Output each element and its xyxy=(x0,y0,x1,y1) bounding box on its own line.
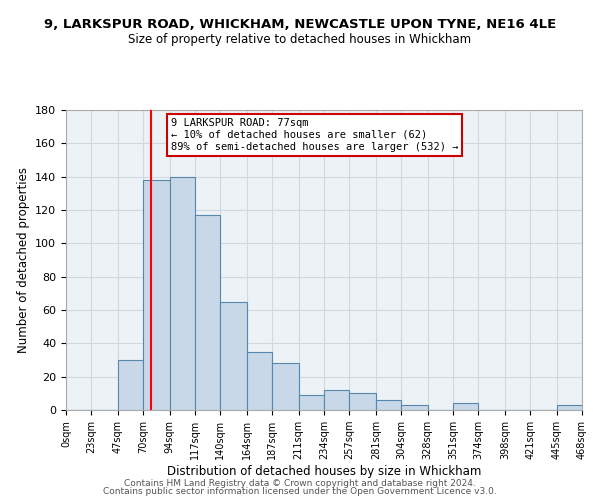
Bar xyxy=(401,405,428,410)
Text: 9, LARKSPUR ROAD, WHICKHAM, NEWCASTLE UPON TYNE, NE16 4LE: 9, LARKSPUR ROAD, WHICKHAM, NEWCASTLE UP… xyxy=(44,18,556,30)
Bar xyxy=(170,176,195,410)
Bar xyxy=(299,395,324,410)
Bar xyxy=(195,215,220,410)
Bar xyxy=(376,400,401,410)
Bar xyxy=(349,394,376,410)
Text: 9 LARKSPUR ROAD: 77sqm
← 10% of detached houses are smaller (62)
89% of semi-det: 9 LARKSPUR ROAD: 77sqm ← 10% of detached… xyxy=(171,118,458,152)
Bar xyxy=(272,364,299,410)
Bar xyxy=(557,405,582,410)
Text: Contains public sector information licensed under the Open Government Licence v3: Contains public sector information licen… xyxy=(103,487,497,496)
Bar xyxy=(453,404,478,410)
Bar xyxy=(324,390,349,410)
Bar xyxy=(220,302,247,410)
Bar xyxy=(118,360,143,410)
Text: Size of property relative to detached houses in Whickham: Size of property relative to detached ho… xyxy=(128,32,472,46)
Text: Contains HM Land Registry data © Crown copyright and database right 2024.: Contains HM Land Registry data © Crown c… xyxy=(124,478,476,488)
Bar xyxy=(143,180,170,410)
Bar xyxy=(247,352,272,410)
X-axis label: Distribution of detached houses by size in Whickham: Distribution of detached houses by size … xyxy=(167,465,481,478)
Y-axis label: Number of detached properties: Number of detached properties xyxy=(17,167,29,353)
